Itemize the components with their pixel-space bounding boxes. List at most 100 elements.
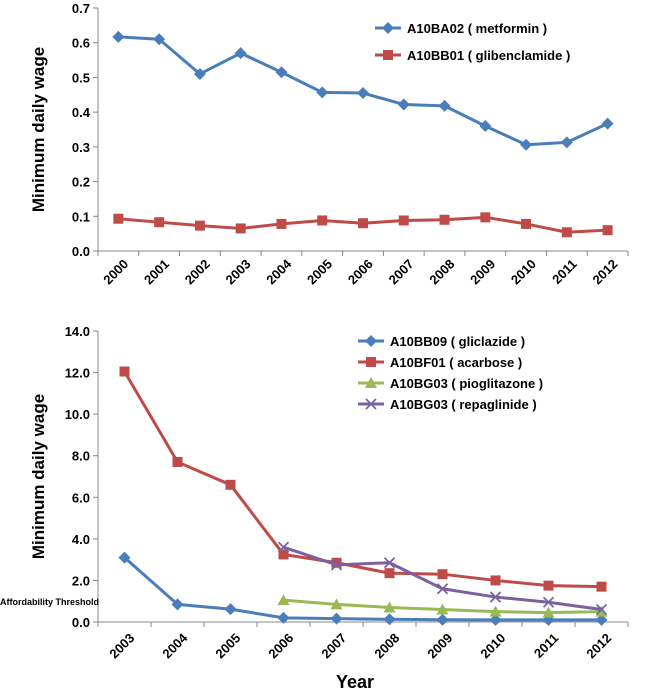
- data-point: [383, 557, 396, 569]
- x-tick-label: 2007: [318, 630, 349, 661]
- data-point: [479, 120, 492, 133]
- data-point: [278, 549, 289, 560]
- data-point: [235, 223, 246, 234]
- data-point: [542, 596, 555, 608]
- x-tick-label: 2010: [508, 256, 539, 287]
- series-1: [118, 551, 608, 626]
- data-point: [171, 598, 184, 611]
- data-point: [358, 218, 368, 229]
- data-point: [397, 98, 410, 111]
- x-tick-label: 2003: [223, 256, 254, 287]
- data-point: [224, 603, 237, 616]
- data-point: [489, 613, 502, 626]
- legend-marker: [365, 335, 377, 347]
- data-point: [489, 591, 502, 603]
- legend-label: A10BA02 ( metformin ): [407, 21, 547, 36]
- legend-entry: A10BB01 ( glibenclamide ): [375, 48, 570, 63]
- y-tick-label: 0.0: [72, 615, 90, 630]
- data-point: [436, 603, 449, 615]
- y-tick-label: 4.0: [72, 532, 90, 547]
- series-1: [112, 30, 614, 151]
- legend-marker: [366, 357, 376, 367]
- x-tick-label: 2005: [212, 630, 243, 661]
- legend-marker: [365, 377, 377, 388]
- data-point: [383, 601, 396, 613]
- y-tick-label: 12.0: [65, 366, 90, 381]
- data-point: [602, 225, 613, 236]
- legend-entry: A10BB09 ( gliclazide ): [358, 334, 525, 349]
- data-point: [194, 220, 205, 231]
- y-tick-label: 0.1: [72, 209, 90, 224]
- x-tick-label: 2000: [100, 256, 131, 287]
- data-point: [601, 117, 614, 130]
- legend-label: A10BG03 ( repaglinide ): [390, 397, 537, 412]
- data-point: [330, 598, 343, 610]
- data-point: [438, 99, 451, 112]
- data-point: [154, 217, 165, 228]
- x-tick-label: 2006: [345, 256, 376, 287]
- legend-entry: A10BG03 ( pioglitazone ): [358, 376, 543, 391]
- data-point: [330, 559, 343, 571]
- data-point: [112, 30, 125, 43]
- data-point: [153, 33, 166, 46]
- y-tick-label: 0.0: [72, 244, 90, 259]
- data-point: [480, 212, 491, 223]
- data-point: [113, 213, 124, 224]
- x-tick-label: 2011: [549, 256, 580, 287]
- series-2: [119, 366, 607, 592]
- data-point: [596, 581, 607, 592]
- legend-marker: [382, 22, 394, 34]
- data-point: [119, 366, 130, 377]
- legend-marker: [365, 398, 377, 410]
- x-tick-label: 2009: [467, 256, 498, 287]
- legend-label: A10BB09 ( gliclazide ): [390, 334, 525, 349]
- x-tick-label: 2003: [106, 630, 137, 661]
- chart-2: 0.0 2.0 4.0 6.0 8.0 10.0 12.0 14.0 2003 2004 2005 2…: [0, 324, 629, 692]
- x-tick-label: 2011: [531, 630, 562, 661]
- data-point: [330, 612, 343, 625]
- data-point: [316, 86, 329, 99]
- x-tick-label: 2009: [424, 630, 455, 661]
- y-tick-label: 0.2: [72, 175, 90, 190]
- data-point: [383, 613, 396, 626]
- y-tick-label: 0.7: [72, 1, 90, 16]
- y-tick-label: 0.5: [72, 70, 90, 85]
- data-point: [436, 583, 449, 595]
- data-point: [276, 218, 287, 229]
- series-line: [123, 556, 602, 622]
- data-point: [172, 456, 183, 467]
- legend-label: A10BG03 ( pioglitazone ): [390, 376, 543, 391]
- x-tick-label: 2012: [589, 256, 620, 287]
- y-tick-label: 0.4: [72, 105, 91, 120]
- x-tick-label: 2006: [265, 630, 296, 661]
- series-line: [123, 370, 602, 589]
- data-point: [384, 568, 395, 579]
- data-point: [542, 606, 555, 618]
- data-point: [520, 138, 533, 151]
- y-axis-label: Minimum daily wage: [29, 394, 48, 559]
- data-point: [560, 136, 573, 149]
- legend-entry: A10BG03 ( repaglinide ): [358, 397, 537, 412]
- data-point: [543, 580, 554, 591]
- data-point: [357, 87, 369, 100]
- data-point: [521, 218, 532, 229]
- data-point: [439, 214, 450, 225]
- data-point: [275, 66, 288, 79]
- data-point: [118, 551, 131, 564]
- y-tick-label: 0.3: [72, 140, 90, 155]
- legend-marker: [383, 50, 393, 60]
- y-tick-label: 6.0: [72, 490, 90, 505]
- x-tick-label: 2008: [426, 256, 457, 287]
- y-tick-label: 2.0: [72, 573, 90, 588]
- data-point: [277, 594, 290, 606]
- chart-1: 0.0 0.1 0.2 0.3 0.4 0.5 0.6 0.7 2000 2001 2002 2003…: [29, 1, 629, 287]
- data-point: [398, 215, 409, 226]
- series-4: [277, 541, 608, 616]
- data-point: [277, 611, 290, 624]
- series-3: [277, 594, 608, 618]
- legend-label: A10BB01 ( glibenclamide ): [407, 48, 570, 63]
- data-point: [561, 227, 572, 238]
- data-point: [225, 479, 236, 490]
- data-point: [490, 575, 501, 586]
